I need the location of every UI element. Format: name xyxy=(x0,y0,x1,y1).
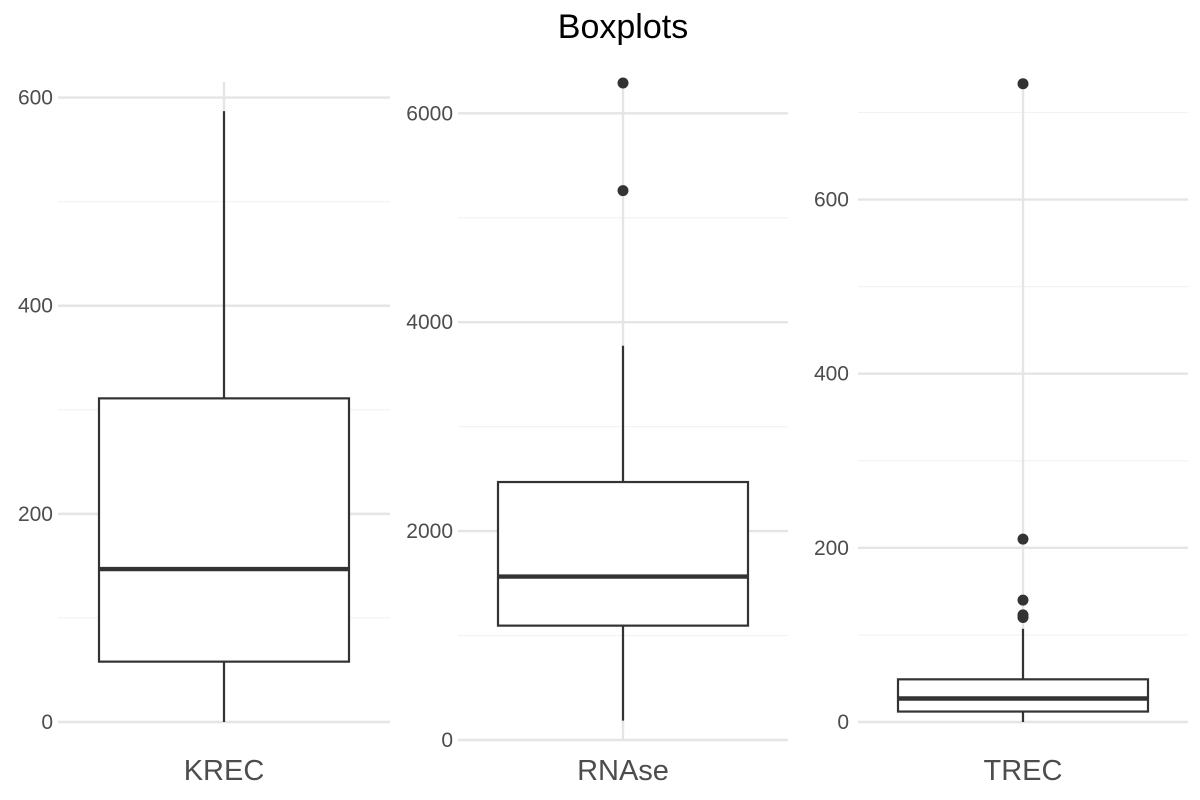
y-tick-label: 200 xyxy=(814,537,849,560)
y-tick-label: 400 xyxy=(18,295,53,318)
y-tick-label: 2000 xyxy=(406,520,453,543)
x-category-label: KREC xyxy=(184,755,265,787)
panels-group: 0 200 400 600 KREC 0 2000 4000 6000 RNAse 0 200 400 6… xyxy=(18,77,1188,787)
y-tick-label: 0 xyxy=(837,711,849,734)
y-tick-label: 200 xyxy=(18,503,53,526)
y-tick-label: 400 xyxy=(814,363,849,386)
iqr-box xyxy=(896,678,1150,713)
x-category-label: RNAse xyxy=(577,755,669,787)
y-tick-label: 600 xyxy=(814,189,849,212)
y-tick-label: 4000 xyxy=(406,311,453,334)
panel-trec: 0 200 400 600 TREC xyxy=(814,78,1188,787)
outlier-point xyxy=(1017,533,1029,545)
y-tick-label: 6000 xyxy=(406,102,453,125)
outlier-point xyxy=(617,77,629,89)
x-category-label: TREC xyxy=(984,755,1063,787)
y-tick-label: 600 xyxy=(18,87,53,110)
outlier-point xyxy=(617,185,629,197)
iqr-box xyxy=(496,480,750,627)
outlier-point xyxy=(1017,609,1029,621)
outlier-point xyxy=(1017,594,1029,606)
panel-krec: 0 200 400 600 KREC xyxy=(18,82,390,787)
y-tick-label: 0 xyxy=(41,711,53,734)
y-tick-label: 0 xyxy=(441,729,453,752)
iqr-box xyxy=(97,397,351,663)
outlier-point xyxy=(1017,78,1029,90)
panel-rnase: 0 2000 4000 6000 RNAse xyxy=(406,77,788,787)
chart-title: Boxplots xyxy=(558,8,688,46)
